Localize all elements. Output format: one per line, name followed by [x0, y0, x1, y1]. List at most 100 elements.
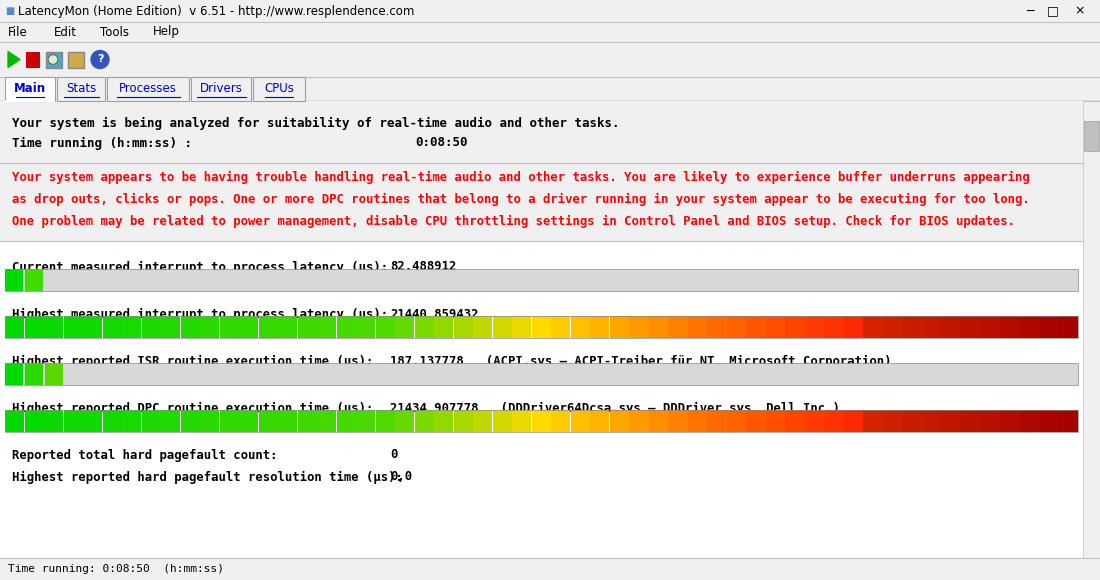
Bar [922, 410, 942, 432]
Bar [531, 410, 551, 432]
Bar [6, 316, 1078, 338]
Bar [200, 316, 219, 338]
Bar [961, 316, 980, 338]
Bar [883, 410, 902, 432]
Bar [239, 410, 258, 432]
Bar [298, 410, 317, 432]
Bar [551, 410, 571, 432]
Bar [824, 410, 844, 432]
Bar [824, 316, 844, 338]
Bar [669, 410, 688, 432]
Bar [0, 241, 1084, 558]
Bar [102, 316, 122, 338]
Bar [746, 410, 766, 432]
Bar [922, 316, 942, 338]
Bar [1040, 316, 1058, 338]
Bar [785, 410, 804, 432]
Bar [591, 316, 609, 338]
Bar [980, 316, 1000, 338]
Bar [239, 316, 258, 338]
Bar [707, 410, 726, 432]
Bar [298, 316, 317, 338]
Bar [57, 77, 104, 101]
Bar [864, 410, 882, 432]
Bar [609, 410, 629, 432]
Bar [122, 316, 141, 338]
Bar [180, 316, 200, 338]
Text: Stats: Stats [66, 82, 96, 96]
Text: LatencyMon (Home Edition)  v 6.51 - http://www.resplendence.com: LatencyMon (Home Edition) v 6.51 - http:… [18, 5, 415, 17]
Bar [220, 316, 239, 338]
Bar [415, 316, 433, 338]
Bar [1040, 410, 1058, 432]
Text: Processes: Processes [119, 82, 177, 96]
Bar [571, 316, 590, 338]
Text: Help: Help [153, 26, 180, 38]
Bar [1058, 316, 1078, 338]
Bar [356, 316, 375, 338]
Bar [161, 316, 180, 338]
Bar [609, 316, 629, 338]
Bar [727, 316, 746, 338]
Bar [727, 410, 746, 432]
Text: as drop outs, clicks or pops. One or more DPC routines that belong to a driver r: as drop outs, clicks or pops. One or mor… [12, 193, 1030, 205]
Bar [1000, 410, 1020, 432]
Bar [629, 316, 649, 338]
Bar [1000, 316, 1020, 338]
Bar [493, 410, 512, 432]
Bar [513, 410, 531, 432]
Circle shape [91, 50, 109, 68]
Bar [44, 410, 63, 432]
Text: □: □ [1047, 5, 1059, 17]
Bar [64, 410, 82, 432]
Bar [746, 316, 766, 338]
Text: Current measured interrupt to process latency (µs):: Current measured interrupt to process la… [12, 260, 388, 274]
Bar [805, 316, 824, 338]
Bar [1058, 410, 1078, 432]
Bar [142, 410, 161, 432]
Bar [82, 316, 102, 338]
Text: 21434,907778   (DDDriver64Dcsa.sys – DDDriver.sys, Dell Inc.): 21434,907778 (DDDriver64Dcsa.sys – DDDri… [390, 401, 840, 415]
Text: Time running: 0:08:50  (h:mm:ss): Time running: 0:08:50 (h:mm:ss) [8, 564, 224, 574]
Bar [0, 558, 1100, 580]
Text: 187,137778   (ACPI.sys – ACPI-Treiber für NT, Microsoft Corporation): 187,137778 (ACPI.sys – ACPI-Treiber für … [390, 354, 891, 368]
Bar [6, 77, 55, 101]
Bar [434, 410, 453, 432]
Bar [6, 410, 24, 432]
Text: ×: × [1075, 5, 1086, 17]
Bar [766, 316, 785, 338]
Bar [337, 316, 356, 338]
Bar [766, 410, 785, 432]
Bar [473, 410, 493, 432]
Bar [258, 316, 278, 338]
Bar [571, 410, 590, 432]
Bar [902, 410, 922, 432]
Bar [980, 410, 1000, 432]
Text: Your system appears to be having trouble handling real-time audio and other task: Your system appears to be having trouble… [12, 171, 1030, 183]
Text: ─: ─ [1026, 5, 1034, 17]
Text: 0: 0 [390, 448, 397, 462]
Bar [44, 316, 63, 338]
Bar [107, 77, 189, 101]
Bar [649, 410, 668, 432]
Bar [883, 316, 902, 338]
Bar [707, 316, 726, 338]
Bar [864, 316, 882, 338]
Bar [191, 77, 251, 101]
Bar [258, 410, 278, 432]
Bar [513, 316, 531, 338]
Bar [1020, 316, 1038, 338]
Bar [122, 410, 141, 432]
Bar [493, 316, 512, 338]
Bar [473, 316, 493, 338]
Bar [844, 410, 864, 432]
Bar [337, 410, 356, 432]
Bar [82, 410, 102, 432]
Bar [785, 316, 804, 338]
Bar [669, 316, 688, 338]
Bar [0, 22, 1100, 42]
Bar [68, 52, 84, 67]
Bar [0, 75, 1100, 101]
Text: ?: ? [97, 55, 103, 64]
Bar [24, 316, 44, 338]
